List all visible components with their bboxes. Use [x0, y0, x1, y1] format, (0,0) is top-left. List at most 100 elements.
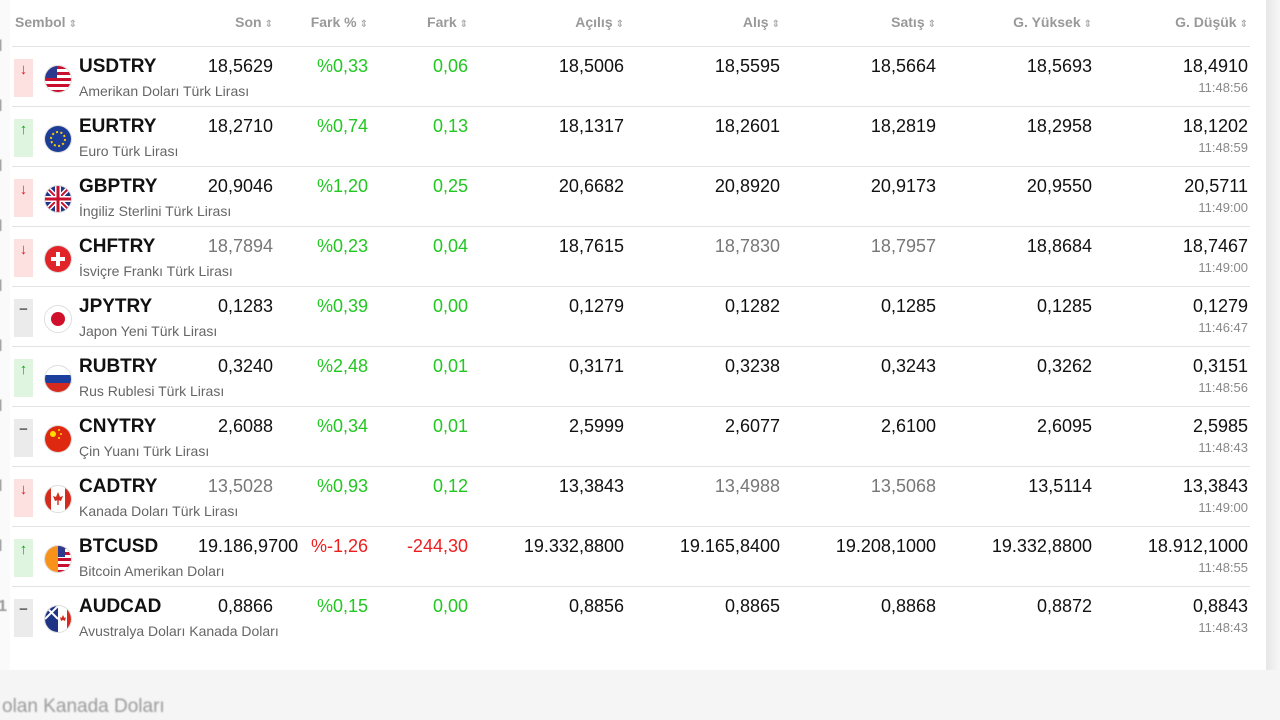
- column-header-son[interactable]: Son ⇕: [197, 0, 275, 47]
- sort-icon[interactable]: ⇕: [615, 19, 624, 30]
- symbol-cell[interactable]: ↑ BTCUSD Bitcoin Amerikan Doları: [12, 527, 225, 587]
- son-value: 13,5028: [207, 476, 273, 496]
- dusuk-value: 20,5711: [1184, 176, 1248, 196]
- symbol-cell[interactable]: − JPYTRY Japon Yeni Türk Lirası: [12, 287, 217, 347]
- column-header-gunluk-dusuk[interactable]: G. Düşük ⇕: [1094, 0, 1250, 47]
- background-fragment: l: [0, 98, 3, 115]
- fark-value: 0,13: [432, 116, 468, 136]
- column-header-sembol[interactable]: Sembol ⇕: [12, 0, 197, 47]
- dusuk-cell: 13,3843 11:49:00: [1094, 467, 1250, 527]
- table-row[interactable]: ↑ RUBTRY Rus Rublesi Türk Lirası 0,3240 …: [12, 347, 1250, 407]
- background-fragment: l: [0, 478, 3, 495]
- yuksek-value: 20,9550: [1026, 176, 1092, 196]
- alis-value: 2,6077: [724, 416, 780, 436]
- sort-icon[interactable]: ⇕: [927, 19, 936, 30]
- alis-value: 18,7830: [714, 236, 780, 256]
- column-header-gunluk-yuksek[interactable]: G. Yüksek ⇕: [938, 0, 1094, 47]
- symbol-cell[interactable]: − AUDCAD Avustralya Doları Kanada Doları: [12, 587, 279, 647]
- satis-value: 0,1285: [880, 296, 936, 316]
- symbol-description: Rus Rublesi Türk Lirası: [79, 383, 225, 399]
- dusuk-value: 18,4910: [1182, 56, 1248, 76]
- canada-flag-icon: [44, 485, 72, 513]
- son-value: 18,7894: [207, 236, 273, 256]
- fark-pct-value: %0,23: [316, 236, 368, 256]
- update-time: 11:48:55: [1198, 560, 1248, 575]
- symbol-description: Çin Yuanı Türk Lirası: [79, 443, 210, 459]
- symbol-cell[interactable]: ↓ CHFTRY İsviçre Frankı Türk Lirası: [12, 227, 233, 287]
- symbol-code[interactable]: GBPTRY: [79, 176, 158, 197]
- dusuk-value: 18,7467: [1182, 236, 1248, 256]
- fark-value: 0,00: [432, 296, 468, 316]
- dusuk-value: 13,3843: [1182, 476, 1248, 496]
- table-row[interactable]: − AUDCAD Avustralya Doları Kanada Doları…: [12, 587, 1250, 647]
- china-flag-icon: [44, 425, 72, 453]
- symbol-code[interactable]: RUBTRY: [79, 356, 158, 377]
- symbol-code[interactable]: AUDCAD: [79, 596, 162, 617]
- sort-icon[interactable]: ⇕: [1083, 19, 1092, 30]
- fark-value: 0,00: [432, 596, 468, 616]
- update-time: 11:49:00: [1198, 200, 1248, 215]
- symbol-code[interactable]: EURTRY: [79, 116, 157, 137]
- symbol-code[interactable]: USDTRY: [79, 56, 157, 77]
- acilis-value: 18,7615: [558, 236, 624, 256]
- son-value: 19.186,9700: [198, 536, 299, 556]
- sort-icon[interactable]: ⇕: [1239, 19, 1248, 30]
- fark-pct-value: %1,20: [316, 176, 368, 196]
- background-fragment: l: [0, 38, 3, 55]
- fark-value: -244,30: [406, 536, 468, 556]
- symbol-description: İsviçre Frankı Türk Lirası: [79, 263, 233, 279]
- right-shadow: [1266, 0, 1280, 720]
- japan-flag-icon: [44, 305, 72, 333]
- symbol-code[interactable]: CNYTRY: [79, 416, 157, 437]
- dusuk-cell: 20,5711 11:49:00: [1094, 167, 1250, 227]
- sort-icon[interactable]: ⇕: [359, 19, 368, 30]
- dash-icon: −: [14, 419, 33, 457]
- column-header-alis[interactable]: Alış ⇕: [626, 0, 782, 47]
- update-time: 11:49:00: [1198, 260, 1248, 275]
- background-fragment: l: [0, 338, 3, 355]
- table-row[interactable]: − JPYTRY Japon Yeni Türk Lirası 0,1283 %…: [12, 287, 1250, 347]
- satis-value: 18,2819: [870, 116, 936, 136]
- dusuk-value: 18.912,1000: [1147, 536, 1248, 556]
- symbol-code[interactable]: JPYTRY: [79, 296, 153, 317]
- symbol-code[interactable]: CHFTRY: [79, 236, 156, 257]
- update-time: 11:48:43: [1198, 440, 1248, 455]
- dash-icon: −: [14, 599, 33, 637]
- arrow-up-icon: ↑: [14, 359, 33, 397]
- symbol-cell[interactable]: − CNYTRY Çin Yuanı Türk Lirası: [12, 407, 209, 467]
- left-edge: [0, 0, 10, 670]
- table-row[interactable]: ↑ BTCUSD Bitcoin Amerikan Doları 19.186,…: [12, 527, 1250, 587]
- table-row[interactable]: ↓ CHFTRY İsviçre Frankı Türk Lirası 18,7…: [12, 227, 1250, 287]
- symbol-cell[interactable]: ↓ GBPTRY İngiliz Sterlini Türk Lirası: [12, 167, 231, 227]
- symbol-cell[interactable]: ↑ RUBTRY Rus Rublesi Türk Lirası: [12, 347, 224, 407]
- alis-value: 0,8865: [724, 596, 780, 616]
- table-row[interactable]: − CNYTRY Çin Yuanı Türk Lirası 2,6088 %0…: [12, 407, 1250, 467]
- symbol-cell[interactable]: ↓ USDTRY Amerikan Doları Türk Lirası: [12, 47, 249, 107]
- table-row[interactable]: ↓ GBPTRY İngiliz Sterlini Türk Lirası 20…: [12, 167, 1250, 227]
- sort-icon[interactable]: ⇕: [459, 19, 468, 30]
- alis-value: 13,4988: [714, 476, 780, 496]
- symbol-code[interactable]: BTCUSD: [79, 536, 159, 557]
- column-header-fark[interactable]: Fark ⇕: [370, 0, 470, 47]
- sort-icon[interactable]: ⇕: [771, 19, 780, 30]
- yuksek-value: 18,2958: [1026, 116, 1092, 136]
- column-header-satis[interactable]: Satış ⇕: [782, 0, 938, 47]
- symbol-cell[interactable]: ↑ EURTRY Euro Türk Lirası: [12, 107, 197, 167]
- column-header-fark-pct[interactable]: Fark % ⇕: [275, 0, 370, 47]
- background-page-text: olan Kanada Doları: [2, 696, 165, 717]
- alis-value: 18,5595: [714, 56, 780, 76]
- alis-value: 20,8920: [714, 176, 780, 196]
- table-row[interactable]: ↓ USDTRY Amerikan Doları Türk Lirası 18,…: [12, 47, 1250, 107]
- table-row[interactable]: ↓ CADTRY Kanada Doları Türk Lirası 13,50…: [12, 467, 1250, 527]
- table-row[interactable]: ↑ EURTRY Euro Türk Lirası 18,2710 %0,74 …: [12, 107, 1250, 167]
- acilis-value: 20,6682: [558, 176, 624, 196]
- symbol-code[interactable]: CADTRY: [79, 476, 158, 497]
- us-flag-icon: [44, 65, 72, 93]
- symbol-cell[interactable]: ↓ CADTRY Kanada Doları Türk Lirası: [12, 467, 238, 527]
- column-header-acilis[interactable]: Açılış ⇕: [470, 0, 626, 47]
- fark-value: 0,01: [432, 356, 468, 376]
- dusuk-cell: 0,1279 11:46:47: [1094, 287, 1250, 347]
- sort-icon[interactable]: ⇕: [264, 19, 273, 30]
- sort-icon[interactable]: ⇕: [68, 19, 77, 30]
- dusuk-cell: 0,3151 11:48:56: [1094, 347, 1250, 407]
